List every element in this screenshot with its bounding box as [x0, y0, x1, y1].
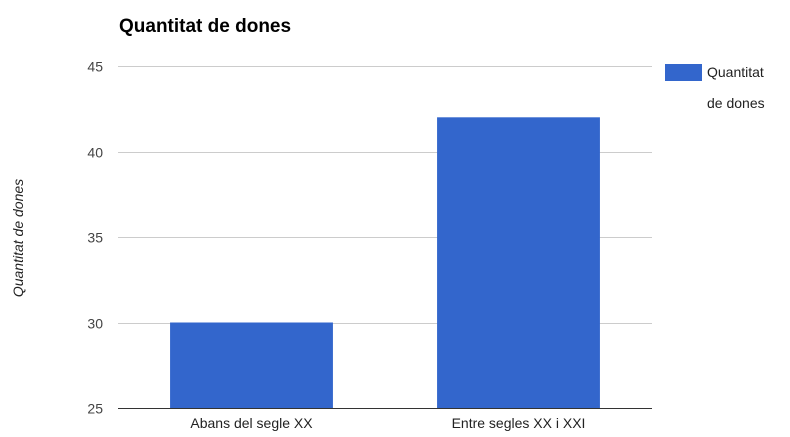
y-tick-label: 30 — [87, 316, 103, 332]
chart-title: Quantitat de dones — [119, 16, 291, 37]
y-axis-ticks: 45 40 35 30 25 — [87, 59, 103, 417]
y-tick-label: 25 — [87, 401, 103, 417]
bar[interactable] — [437, 117, 600, 409]
legend-swatch — [665, 64, 702, 81]
legend[interactable]: Quantitat de dones — [665, 64, 765, 111]
x-axis-categories: Abans del segle XX Entre segles XX i XXI — [190, 415, 585, 431]
x-category-label: Entre segles XX i XXI — [452, 415, 586, 431]
legend-label-line-1: Quantitat — [707, 64, 764, 80]
y-tick-label: 35 — [87, 230, 103, 246]
y-axis-label: Quantitat de dones — [10, 179, 26, 297]
y-tick-label: 40 — [87, 145, 103, 161]
y-tick-label: 45 — [87, 59, 103, 75]
bars — [170, 117, 600, 409]
x-category-label: Abans del segle XX — [190, 415, 313, 431]
legend-label-line-2: de dones — [707, 95, 765, 111]
bar[interactable] — [170, 322, 333, 409]
